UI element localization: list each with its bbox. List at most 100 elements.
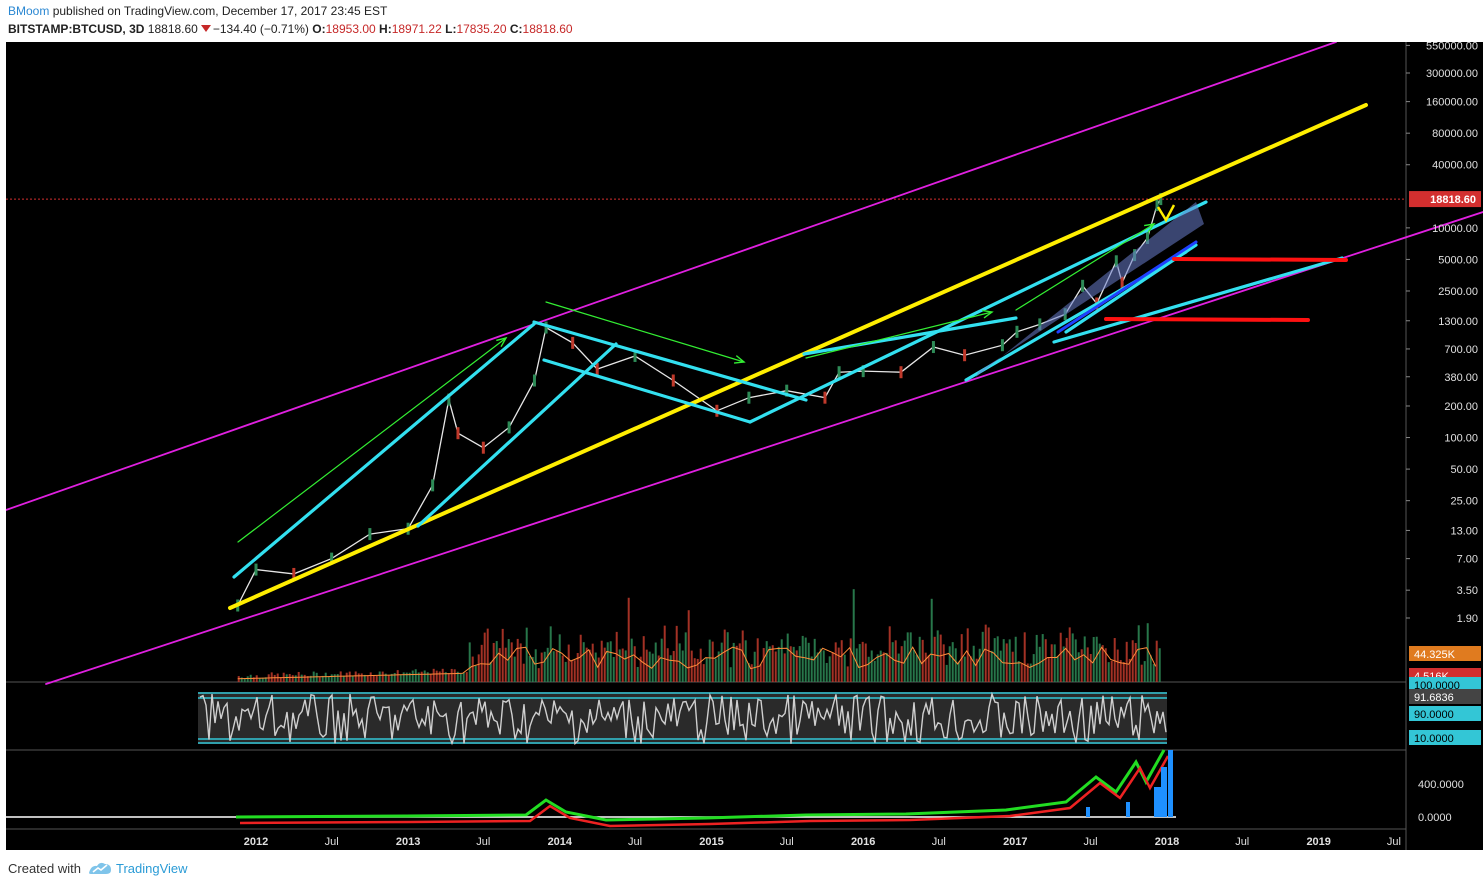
volume-bar [954, 648, 957, 682]
volume-bar [801, 635, 804, 682]
volume-bar [1125, 641, 1128, 682]
volume-bar [258, 678, 261, 682]
volume-bar [1155, 640, 1158, 682]
tradingview-link[interactable]: TradingView [116, 861, 188, 876]
macd-axis-label: 0.0000 [1418, 812, 1452, 824]
volume-bar [909, 632, 912, 682]
volume-bar [1152, 664, 1155, 682]
volume-bar [564, 661, 567, 682]
volume-bar [660, 638, 663, 682]
volume-bar [789, 646, 792, 682]
price-axis-label: 40000.00 [1432, 160, 1478, 172]
published-text: published on TradingView.com, December 1… [52, 4, 388, 18]
volume-bar [1041, 634, 1044, 682]
volume-bar [1149, 655, 1152, 682]
volume-bar [489, 662, 492, 682]
volume-bar [423, 670, 426, 682]
volume-bar [726, 632, 729, 682]
volume-bar [459, 673, 462, 682]
price-candle [1114, 255, 1118, 268]
volume-bar [561, 655, 564, 682]
volume-bar [717, 651, 720, 682]
volume-bar [846, 666, 849, 682]
volume-bar [408, 672, 411, 682]
volume-bar [621, 648, 624, 682]
volume-bar [834, 642, 837, 682]
volume-bar [588, 649, 591, 682]
volume-bar [447, 673, 450, 682]
symbol-name: BITSTAMP:BTCUSD, 3D [8, 22, 145, 36]
volume-bar [840, 640, 843, 682]
volume-bar [585, 647, 588, 682]
volume-bar [1095, 636, 1098, 682]
volume-bar [792, 646, 795, 682]
volume-bar [765, 641, 768, 682]
volume-bar [378, 671, 381, 682]
volume-bar [831, 652, 834, 682]
price-axis-label: 5000.00 [1438, 254, 1478, 266]
volume-bar [981, 631, 984, 682]
volume-bar [483, 632, 486, 682]
volume-bar [714, 658, 717, 682]
volume-bar [360, 673, 363, 682]
volume-bar [849, 638, 852, 682]
volume-bar [873, 660, 876, 682]
volume-bar [303, 674, 306, 682]
current-price-tag [1409, 191, 1481, 208]
volume-bar [888, 626, 891, 682]
price-candle [330, 552, 334, 565]
volume-bar [885, 652, 888, 682]
volume-bar [825, 662, 828, 682]
time-axis-label: 2014 [548, 836, 573, 848]
volume-bar [1074, 639, 1077, 682]
volume-bar [771, 645, 774, 682]
price-axis-label: 160000.00 [1426, 97, 1478, 109]
volume-bar [996, 636, 999, 682]
chart-canvas[interactable]: 550000.00 300000.00 160000.00 80000.00 40000… [6, 42, 1483, 850]
volume-bar [870, 650, 873, 682]
price-series [236, 193, 1163, 612]
volume-bar [369, 672, 372, 682]
volume-bar [333, 674, 336, 682]
volume-bar [546, 647, 549, 682]
last-price: 18818.60 [147, 22, 198, 36]
chart-area[interactable]: 550000.00 300000.00 160000.00 80000.00 40000… [6, 42, 1483, 850]
volume-bar [837, 647, 840, 682]
time-axis-label: Jul [1235, 836, 1249, 848]
cyan-trend-line [802, 316, 1018, 356]
volume-bar [1122, 662, 1125, 682]
volume-bar [672, 650, 675, 682]
volume-bar [318, 677, 321, 682]
volume-bar [852, 589, 855, 682]
price-axis-label: 550000.00 [1426, 42, 1478, 52]
volume-bar [606, 642, 609, 682]
time-axis-label: Jul [325, 836, 339, 848]
price-axis: 550000.00 300000.00 160000.00 80000.00 40000… [1406, 42, 1481, 824]
momentum-arrow [805, 311, 993, 359]
volume-bar [1062, 646, 1065, 682]
oscillator-label: 90.0000 [1414, 709, 1454, 721]
volume-bar [762, 648, 765, 682]
low-value: 17835.20 [456, 22, 507, 36]
volume-bar [441, 668, 444, 682]
volume-bar [1017, 661, 1020, 682]
price-axis-label: 25.00 [1450, 496, 1478, 508]
author-link[interactable]: BMoom [8, 4, 50, 18]
volume-bar [402, 672, 405, 682]
price-axis-label: 380.00 [1444, 372, 1478, 384]
volume-tag [1409, 646, 1481, 661]
volume-bar [300, 674, 303, 682]
volume-bar [1026, 663, 1029, 682]
volume-bar [396, 670, 399, 682]
price-axis-label: 100.00 [1444, 433, 1478, 445]
volume-bar [405, 672, 408, 682]
volume-bar [636, 666, 639, 682]
oscillator-tag [1409, 689, 1481, 704]
time-axis-label: Jul [476, 836, 490, 848]
volume-bar [744, 640, 747, 682]
price-candle [1145, 232, 1149, 245]
macd-histogram-bar [1086, 807, 1090, 817]
momentum-arrow-head [1144, 223, 1156, 233]
volume-bar [507, 639, 510, 682]
volume-bar [915, 654, 918, 682]
